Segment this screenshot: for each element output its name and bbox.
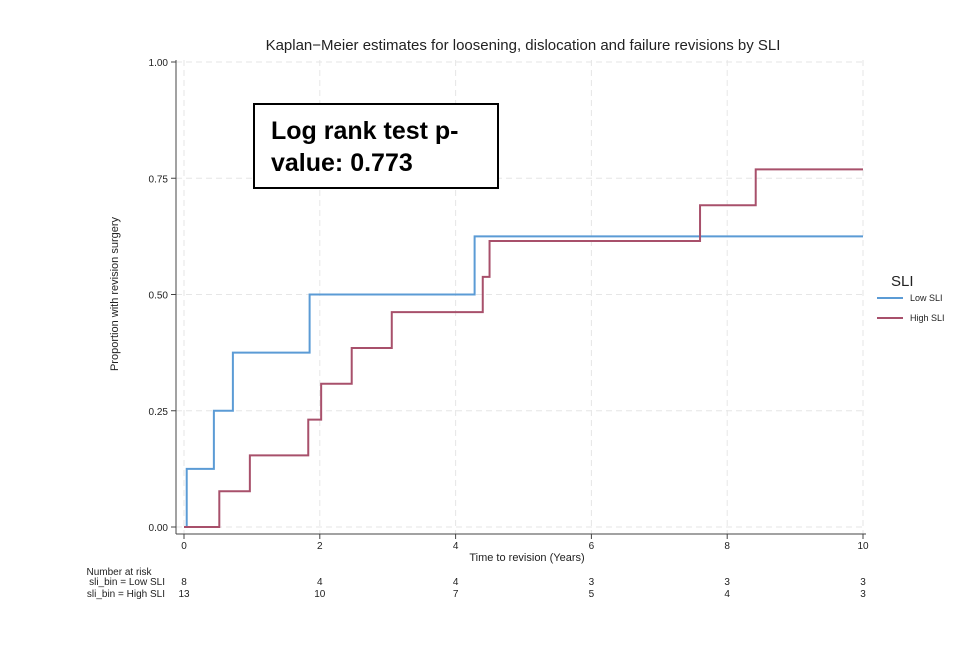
risk-cell: 5 — [589, 589, 595, 600]
risk-table: Number at risk sli_bin = Low SLI 8 4 4 3 3 3sl… — [86, 567, 866, 600]
chart-title: Kaplan−Meier estimates for loosening, di… — [266, 37, 781, 54]
x-tick-label: 4 — [453, 541, 459, 552]
legend-title: SLI — [891, 273, 914, 290]
annotation-line-1: Log rank test p- — [271, 117, 459, 145]
x-tick-label: 2 — [317, 541, 323, 552]
risk-cell: 10 — [314, 589, 326, 600]
legend-label: Low SLI — [910, 293, 943, 303]
x-tick-label: 0 — [181, 541, 187, 552]
series-line-0 — [184, 235, 863, 528]
y-tick-label: 1.00 — [149, 58, 169, 69]
y-tick-label: 0.00 — [149, 523, 169, 534]
legend: SLI Low SLI High SLI — [877, 273, 945, 323]
y-tick-label: 0.75 — [149, 174, 169, 185]
series-line-1 — [184, 168, 863, 528]
risk-cell: 4 — [317, 577, 323, 588]
y-tick-label: 0.50 — [149, 291, 169, 302]
y-tick-label: 0.25 — [149, 407, 169, 418]
log-rank-annotation: Log rank test p- value: 0.773 — [253, 103, 499, 189]
risk-cell: 3 — [724, 577, 730, 588]
legend-items: Low SLI High SLI — [877, 293, 945, 323]
x-tick-label: 10 — [857, 541, 869, 552]
x-tick-label: 6 — [589, 541, 595, 552]
risk-cell: 7 — [453, 589, 459, 600]
x-axis-label: Time to revision (Years) — [469, 552, 584, 564]
risk-row-label: sli_bin = Low SLI — [89, 577, 165, 588]
annotation-line-2: value: 0.773 — [271, 149, 413, 177]
legend-label: High SLI — [910, 313, 945, 323]
risk-cell: 4 — [724, 589, 730, 600]
risk-cell: 3 — [860, 577, 866, 588]
y-axis-ticks: 0.00 0.25 0.50 0.75 1.00 — [149, 58, 176, 534]
risk-table-header: Number at risk — [86, 567, 152, 578]
risk-cell: 13 — [178, 589, 190, 600]
y-axis-label: Proportion with revision surgery — [109, 216, 121, 371]
x-tick-label: 8 — [724, 541, 730, 552]
series-lines — [184, 168, 863, 528]
risk-cell: 3 — [589, 577, 595, 588]
risk-cell: 4 — [453, 577, 459, 588]
risk-cell: 8 — [181, 577, 187, 588]
risk-cell: 3 — [860, 589, 866, 600]
x-axis-ticks: 0 2 4 6 8 10 — [181, 534, 869, 552]
risk-row-label: sli_bin = High SLI — [87, 589, 165, 600]
